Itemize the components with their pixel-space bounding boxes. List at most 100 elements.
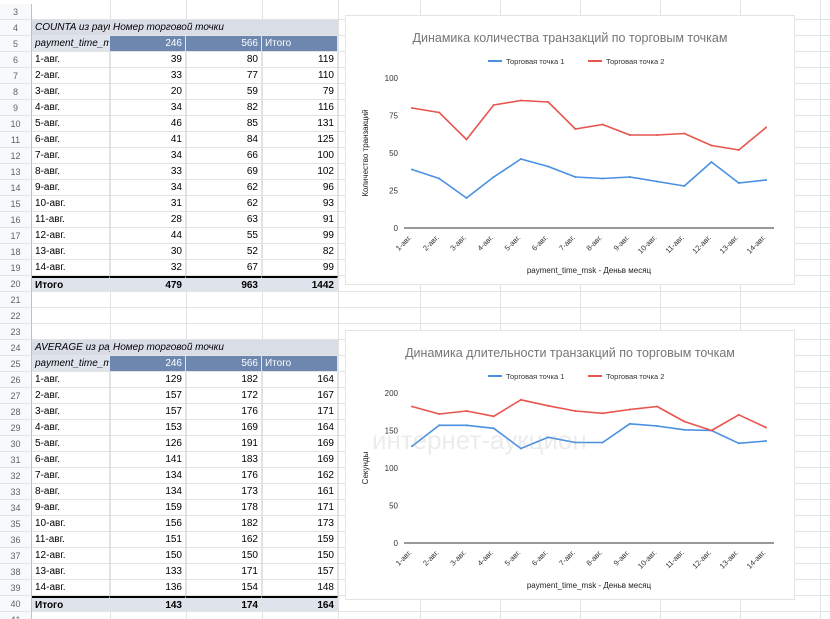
pivot-value-cell[interactable]: 31 xyxy=(110,196,186,212)
row-number[interactable]: 21 xyxy=(0,292,32,308)
pivot-header-total-cell[interactable]: Итого xyxy=(262,356,338,372)
pivot-total-value-cell[interactable]: 91 xyxy=(262,212,338,228)
pivot-date-cell[interactable]: 8-авг. xyxy=(32,484,110,500)
transactions-count-chart[interactable]: Динамика количества транзакций по торгов… xyxy=(345,15,795,285)
pivot-value-cell[interactable]: 150 xyxy=(110,548,186,564)
pivot-value-cell[interactable]: 154 xyxy=(186,580,262,596)
pivot-date-cell[interactable]: 10-авг. xyxy=(32,516,110,532)
row-number[interactable]: 8 xyxy=(0,84,32,100)
pivot-value-cell[interactable]: 183 xyxy=(186,452,262,468)
pivot-date-cell[interactable]: 4-авг. xyxy=(32,100,110,116)
pivot-value-cell[interactable]: 63 xyxy=(186,212,262,228)
pivot-date-cell[interactable]: 11-авг. xyxy=(32,532,110,548)
pivot-grand-total-cell[interactable]: 164 xyxy=(262,596,338,612)
pivot-value-cell[interactable]: 44 xyxy=(110,228,186,244)
pivot-value-cell[interactable]: 52 xyxy=(186,244,262,260)
pivot-value-cell[interactable]: 80 xyxy=(186,52,262,68)
pivot-date-cell[interactable]: 13-авг. xyxy=(32,564,110,580)
pivot-value-cell[interactable]: 69 xyxy=(186,164,262,180)
pivot-date-cell[interactable]: 3-авг. xyxy=(32,84,110,100)
row-number[interactable]: 36 xyxy=(0,532,32,548)
pivot-total-value-cell[interactable]: 159 xyxy=(262,532,338,548)
row-number[interactable]: 3 xyxy=(0,4,32,20)
pivot-date-cell[interactable]: 8-авг. xyxy=(32,164,110,180)
pivot-grand-total-cell[interactable]: 174 xyxy=(186,596,262,612)
row-number[interactable]: 5 xyxy=(0,36,32,52)
pivot-total-value-cell[interactable]: 99 xyxy=(262,260,338,276)
pivot-value-cell[interactable]: 169 xyxy=(186,420,262,436)
pivot-value-cell[interactable]: 151 xyxy=(110,532,186,548)
pivot-value-cell[interactable]: 46 xyxy=(110,116,186,132)
pivot-total-value-cell[interactable]: 99 xyxy=(262,228,338,244)
pivot-value-cell[interactable]: 55 xyxy=(186,228,262,244)
pivot-value-cell[interactable]: 156 xyxy=(110,516,186,532)
pivot-grand-total-label[interactable]: Итого xyxy=(32,276,110,292)
row-number[interactable]: 34 xyxy=(0,500,32,516)
pivot-header-total-cell[interactable]: Итого xyxy=(262,36,338,52)
pivot-value-cell[interactable]: 134 xyxy=(110,468,186,484)
pivot-grand-total-cell[interactable]: 963 xyxy=(186,276,262,292)
transactions-duration-chart[interactable]: Динамика длительности транзакций по торг… xyxy=(345,330,795,600)
pivot-value-cell[interactable]: 141 xyxy=(110,452,186,468)
pivot-total-value-cell[interactable]: 100 xyxy=(262,148,338,164)
row-number[interactable]: 15 xyxy=(0,196,32,212)
pivot-value-cell[interactable]: 77 xyxy=(186,68,262,84)
row-number[interactable]: 22 xyxy=(0,308,32,324)
row-number[interactable]: 23 xyxy=(0,324,32,340)
row-number[interactable]: 12 xyxy=(0,148,32,164)
row-number[interactable]: 7 xyxy=(0,68,32,84)
pivot-value-cell[interactable]: 126 xyxy=(110,436,186,452)
pivot-value-cell[interactable]: 182 xyxy=(186,372,262,388)
pivot-date-cell[interactable]: 9-авг. xyxy=(32,180,110,196)
row-number[interactable]: 19 xyxy=(0,260,32,276)
pivot-value-cell[interactable]: 172 xyxy=(186,388,262,404)
pivot-value-cell[interactable]: 129 xyxy=(110,372,186,388)
pivot-total-value-cell[interactable]: 169 xyxy=(262,452,338,468)
pivot-value-cell[interactable]: 59 xyxy=(186,84,262,100)
pivot-total-value-cell[interactable]: 164 xyxy=(262,420,338,436)
pivot-date-cell[interactable]: 6-авг. xyxy=(32,132,110,148)
pivot-header-cell[interactable]: 246 xyxy=(110,356,186,372)
pivot-date-cell[interactable]: 1-авг. xyxy=(32,372,110,388)
row-number[interactable]: 25 xyxy=(0,356,32,372)
pivot-value-cell[interactable]: 191 xyxy=(186,436,262,452)
pivot-total-value-cell[interactable]: 131 xyxy=(262,116,338,132)
pivot-total-value-cell[interactable]: 169 xyxy=(262,436,338,452)
pivot-grand-total-cell[interactable]: 479 xyxy=(110,276,186,292)
row-number[interactable]: 9 xyxy=(0,100,32,116)
pivot-value-cell[interactable]: 159 xyxy=(110,500,186,516)
pivot-value-cell[interactable]: 30 xyxy=(110,244,186,260)
pivot-value-cell[interactable]: 178 xyxy=(186,500,262,516)
pivot-row-label-cell[interactable]: payment_time_msk xyxy=(32,36,110,52)
pivot-title-cell[interactable]: AVERAGE из payment_time_msk xyxy=(32,340,185,356)
pivot-total-value-cell[interactable]: 110 xyxy=(262,68,338,84)
pivot-total-value-cell[interactable]: 171 xyxy=(262,404,338,420)
pivot-total-value-cell[interactable]: 150 xyxy=(262,548,338,564)
pivot-grand-total-cell[interactable]: 143 xyxy=(110,596,186,612)
pivot-value-cell[interactable]: 82 xyxy=(186,100,262,116)
pivot-date-cell[interactable]: 12-авг. xyxy=(32,548,110,564)
pivot-value-cell[interactable]: 176 xyxy=(186,468,262,484)
pivot-value-cell[interactable]: 32 xyxy=(110,260,186,276)
pivot-header-cell[interactable]: 566 xyxy=(186,356,262,372)
row-number[interactable]: 10 xyxy=(0,116,32,132)
row-number[interactable]: 30 xyxy=(0,436,32,452)
pivot-total-value-cell[interactable]: 96 xyxy=(262,180,338,196)
row-number[interactable]: 17 xyxy=(0,228,32,244)
pivot-date-cell[interactable]: 10-авг. xyxy=(32,196,110,212)
pivot-total-value-cell[interactable]: 173 xyxy=(262,516,338,532)
pivot-total-value-cell[interactable]: 171 xyxy=(262,500,338,516)
pivot-date-cell[interactable]: 1-авг. xyxy=(32,52,110,68)
pivot-value-cell[interactable]: 171 xyxy=(186,564,262,580)
pivot-date-cell[interactable]: 7-авг. xyxy=(32,148,110,164)
pivot-date-cell[interactable]: 6-авг. xyxy=(32,452,110,468)
pivot-total-value-cell[interactable]: 164 xyxy=(262,372,338,388)
pivot-value-cell[interactable]: 150 xyxy=(186,548,262,564)
pivot-total-value-cell[interactable]: 148 xyxy=(262,580,338,596)
row-number[interactable]: 40 xyxy=(0,596,32,612)
pivot-row-label-cell[interactable]: payment_time_msk xyxy=(32,356,110,372)
pivot-value-cell[interactable]: 34 xyxy=(110,148,186,164)
pivot-total-value-cell[interactable]: 79 xyxy=(262,84,338,100)
pivot-grand-total-cell[interactable]: 1442 xyxy=(262,276,338,292)
pivot-value-cell[interactable]: 34 xyxy=(110,180,186,196)
